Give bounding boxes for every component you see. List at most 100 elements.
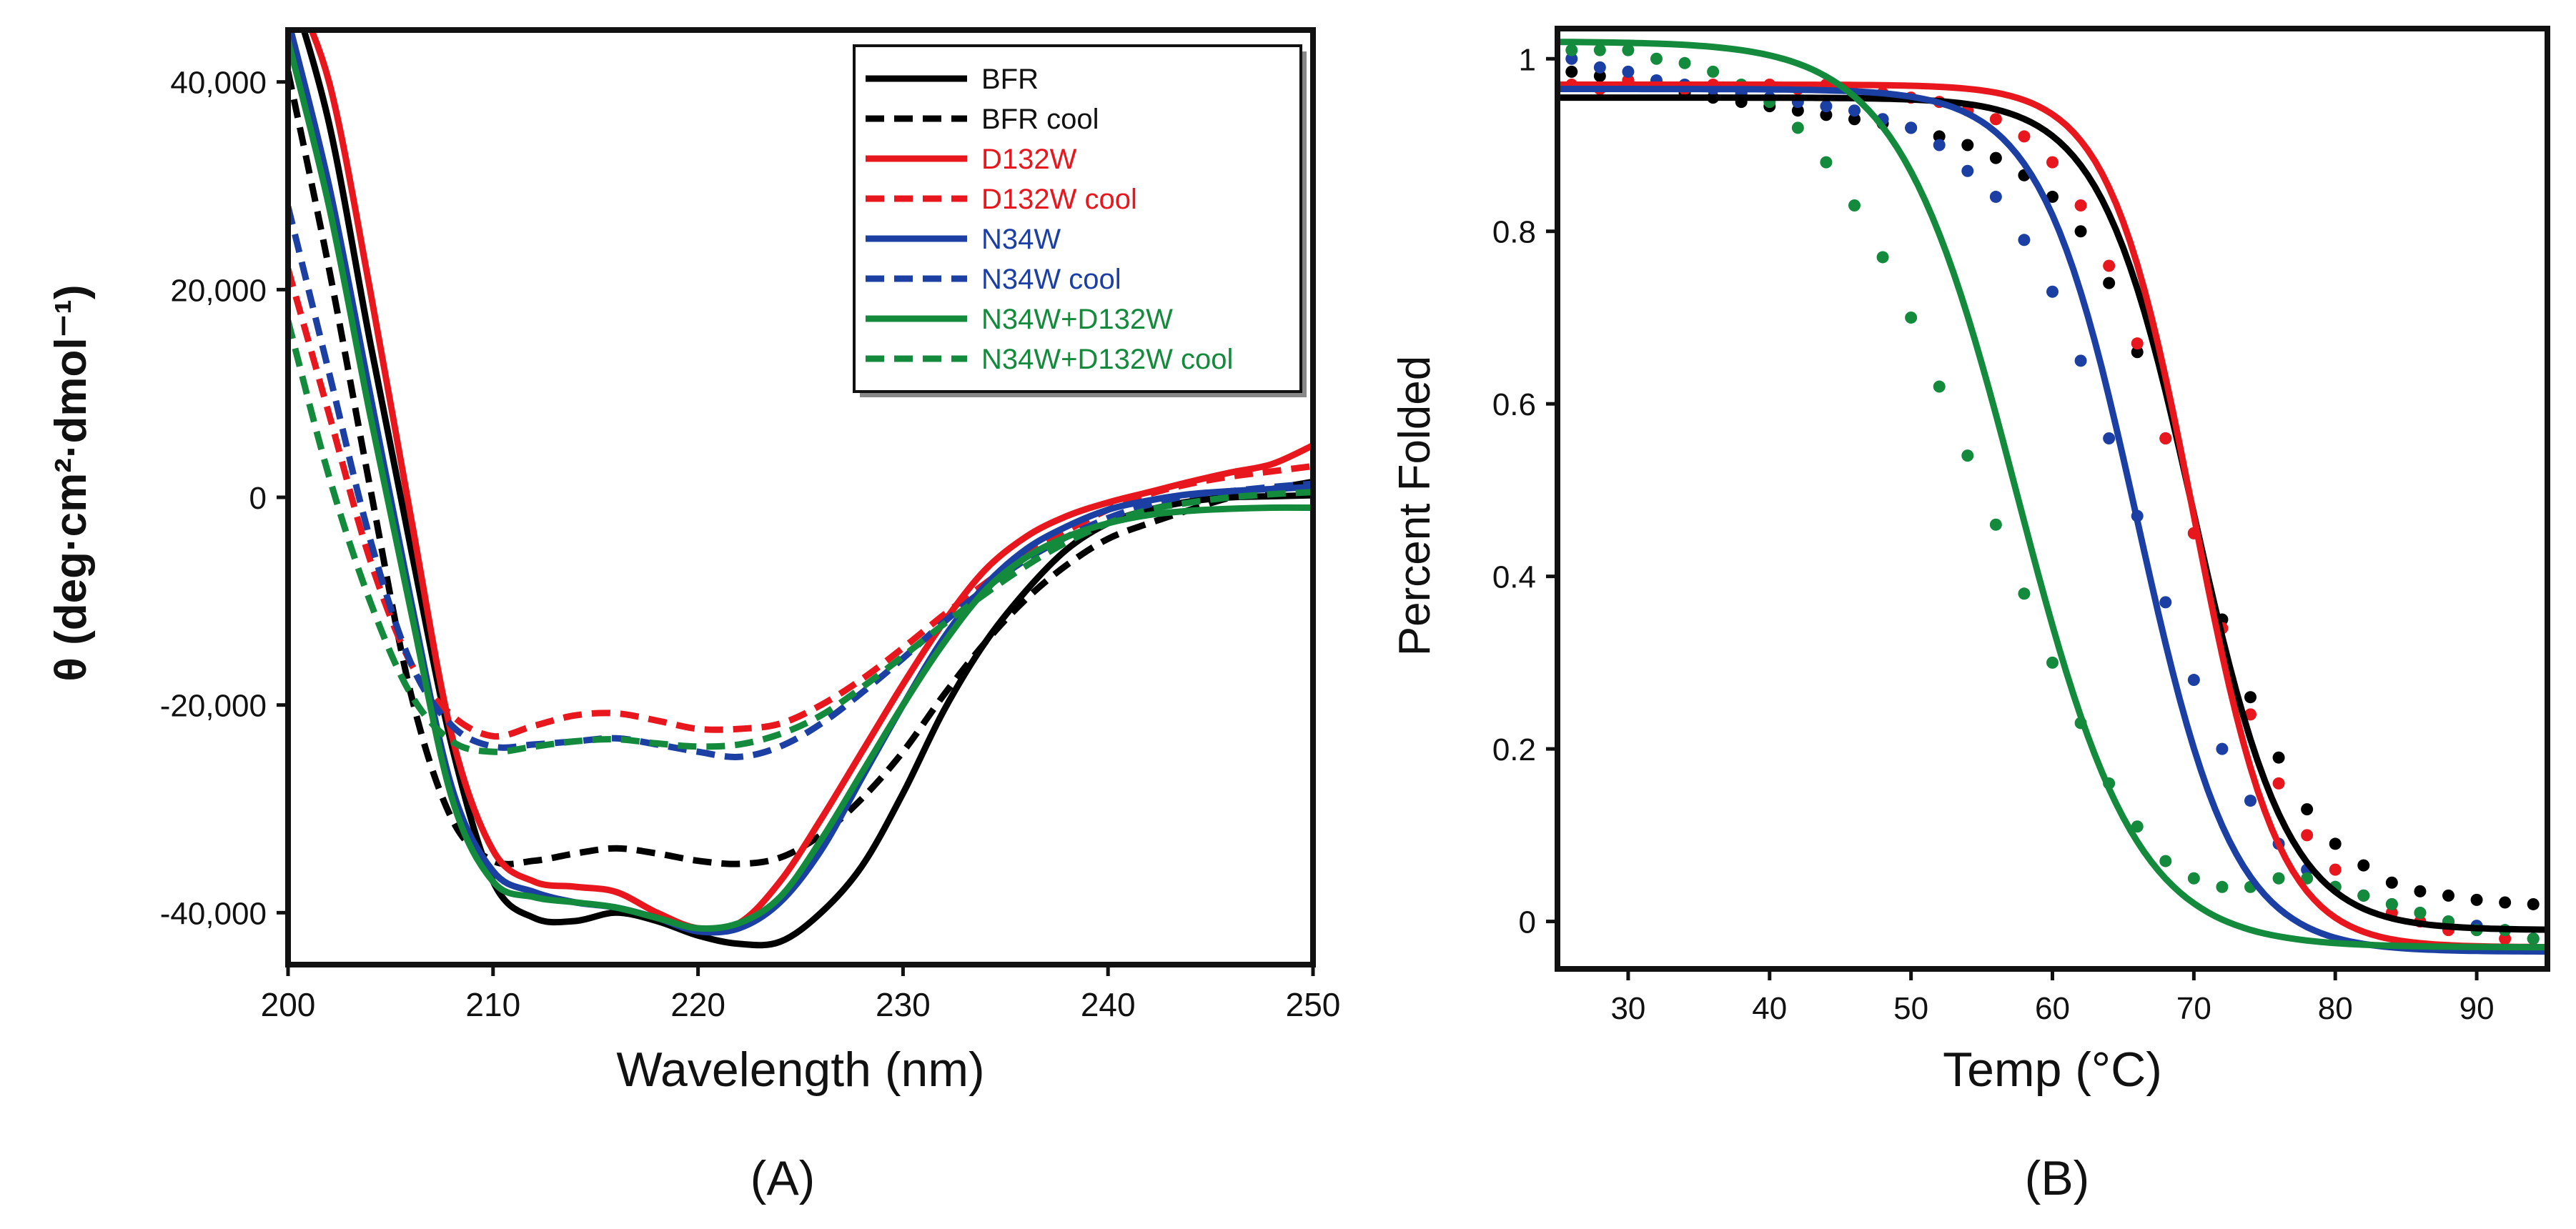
x-tick-label: 50 [1893,991,1928,1026]
panel-a-label: (A) [750,1151,816,1205]
x-tick-label: 40 [1752,991,1787,1026]
data-point-n34w [2046,285,2059,298]
data-point-n34w-d132w [2187,872,2200,885]
panel-a-chart: 200 210 220 230 240 250 -40,000 -20,000 0 20,000 4… [46,27,1340,1097]
data-point-n34w-d132w [2357,889,2370,902]
x-tick-label: 210 [465,986,520,1023]
y-tick-label: 0 [1519,905,1536,940]
panel-a-axes: 200 210 220 230 240 250 -40,000 -20,000 0 20,000 4… [46,27,1340,1097]
x-tick-label: 60 [2035,991,2070,1026]
data-point-d132w [2499,932,2512,945]
data-point-d132w [2131,337,2144,350]
data-point-n34w [1593,61,1606,74]
data-point-d132w [2018,130,2031,143]
series-n34w [1565,52,2540,945]
x-axis-label: Temp (°C) [1943,1043,2162,1097]
data-point-bfr [2357,859,2370,872]
panel-b-chart: 30 40 50 60 70 80 90 0 0.2 0.4 0.6 0.8 1 Temp (°C) Per… [1390,26,2550,1097]
data-point-n34w-d132w [1933,380,1946,393]
series-d132w [1565,74,2540,945]
data-point-n34w-d132w [1678,56,1691,69]
y-tick-label: -20,000 [160,689,267,724]
data-point-n34w-d132w [1820,156,1833,169]
data-point-n34w [1989,190,2002,203]
data-point-bfr [2329,837,2342,850]
data-point-d132w [2046,156,2059,169]
data-point-bfr [1593,69,1606,82]
x-tick-label: 30 [1610,991,1645,1026]
series-bfr [1565,65,2540,910]
data-point-bfr [2074,225,2087,238]
data-point-n34w [2187,674,2200,687]
x-tick-label: 90 [2459,991,2495,1026]
x-tick-label: 200 [261,986,316,1023]
fit-curve-n34w-d132w [1557,39,2547,951]
x-tick-label: 240 [1081,986,1136,1023]
legend-label-n34w: N34W [981,224,1061,255]
data-point-n34w-d132w [1848,199,1861,212]
data-point-bfr [2103,277,2116,289]
y-tick-label: 20,000 [170,273,267,308]
panel-b-axes: 30 40 50 60 70 80 90 0 0.2 0.4 0.6 0.8 1 Temp (°C) Per… [1390,26,2550,1097]
x-tick-label: 220 [670,986,725,1023]
plot-frame [1555,26,2550,972]
data-point-bfr [2272,751,2285,764]
data-point-n34w [1622,65,1635,78]
data-point-bfr [1791,104,1804,117]
legend-box [853,44,1302,393]
data-point-n34w [2018,234,2031,247]
legend-label-bfr: BFR [981,64,1039,95]
series-n34w-d132w [1565,44,2540,945]
data-point-n34w-d132w [2046,656,2059,669]
series-line-n34w-d132w-cool [288,319,1313,755]
data-point-n34w [1905,121,1918,134]
x-tick-label: 230 [876,986,931,1023]
legend-label-n34w-d132w: N34W+D132W [981,304,1173,335]
legend-label-n34w-cool: N34W cool [981,264,1121,295]
data-point-n34w-d132w [2018,587,2031,600]
data-point-n34w-d132w [2414,907,2427,920]
data-point-bfr [2470,893,2483,906]
data-point-bfr [1820,109,1833,121]
data-point-d132w [2074,199,2087,212]
data-point-n34w-d132w [1791,121,1804,134]
legend-label-bfr-cool: BFR cool [981,104,1099,135]
data-point-bfr [2414,885,2427,897]
data-point-n34w-d132w [1961,449,1974,462]
data-point-d132w [2159,432,2172,444]
data-point-n34w-d132w [2527,932,2540,945]
data-point-n34w [2074,354,2087,367]
data-point-n34w [1848,104,1861,117]
data-point-n34w [1565,52,1578,65]
data-point-d132w [1989,113,2002,126]
panel-b-label: (B) [2025,1151,2090,1205]
data-point-bfr [1989,151,2002,164]
y-tick-label: -40,000 [160,896,267,931]
y-axis-label: θ (deg·cm²·dmol⁻¹) [46,284,96,681]
y-axis-label: Percent Folded [1390,356,1440,656]
data-point-n34w [1820,100,1833,113]
panel-a-legend: BFR BFR cool D132W D132W cool N34W N34W cool N… [853,44,1307,397]
data-point-bfr [1565,65,1578,78]
data-point-bfr [2527,897,2540,910]
data-point-d132w [2103,259,2116,272]
data-point-n34w-d132w [1565,44,1578,56]
panel-b-series-layer [1557,39,2547,955]
data-point-d132w [2301,829,2314,842]
y-tick-label: 0.4 [1492,560,1536,595]
data-point-n34w-d132w [1622,44,1635,56]
data-point-bfr [2442,889,2454,902]
y-tick-label: 1 [1519,42,1536,77]
data-point-d132w [2272,777,2285,790]
data-point-n34w [2103,432,2116,444]
fit-curve-d132w [1557,81,2547,950]
y-tick-label: 40,000 [170,66,267,101]
data-point-bfr [1848,113,1861,126]
x-axis-label: Wavelength (nm) [616,1043,984,1097]
data-point-n34w [2159,596,2172,609]
data-point-n34w-d132w [1593,44,1606,56]
data-point-bfr [2244,691,2257,704]
data-point-n34w-d132w [2301,872,2314,885]
data-point-n34w [1961,164,1974,177]
